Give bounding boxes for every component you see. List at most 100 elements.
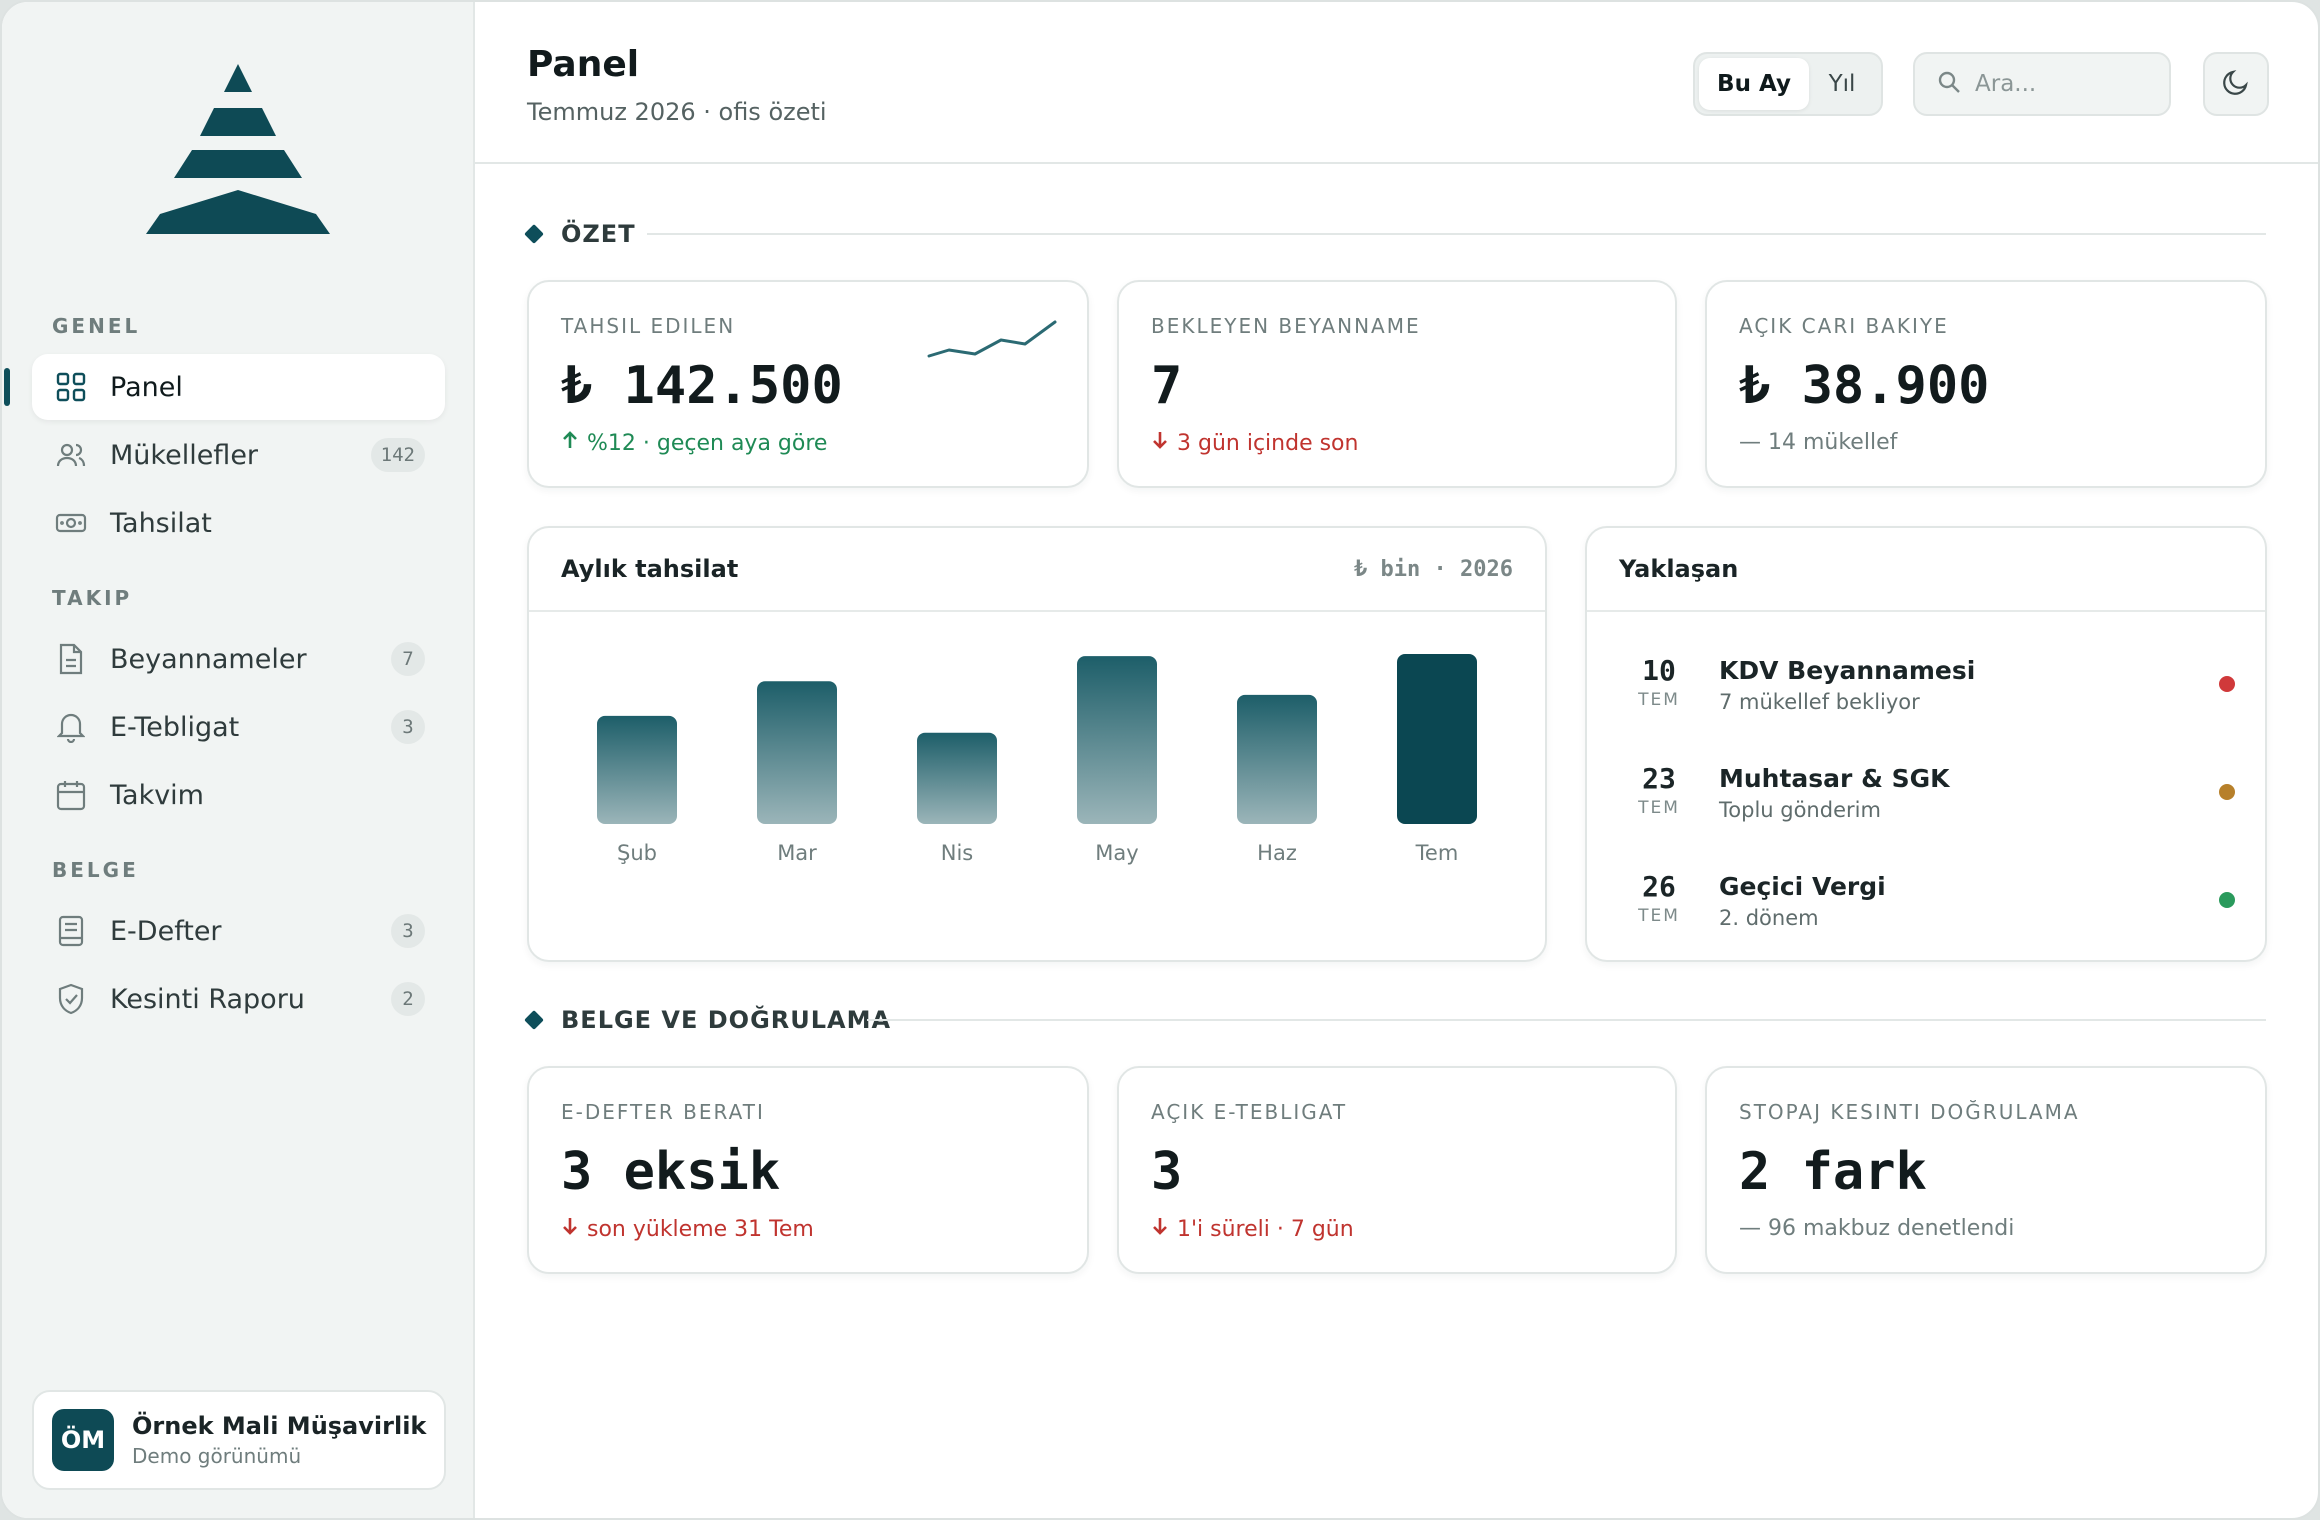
count-badge: 2	[391, 982, 425, 1016]
stat-delta-text: — 14 mükellef	[1739, 430, 1898, 455]
chart-meta: ₺ bin · 2026	[1354, 556, 1513, 582]
count-badge: 3	[391, 710, 425, 744]
section-header-summary: ÖZET	[524, 220, 636, 248]
sidebar-item-e-tebligat[interactable]: E-Tebligat 3	[32, 694, 445, 760]
stat-delta: — 14 mükellef	[1739, 430, 1897, 455]
section-divider	[867, 1019, 2266, 1021]
sparkline	[927, 320, 1057, 358]
section-label: ÖZET	[561, 220, 636, 248]
org-subtitle: Demo görünümü	[132, 1444, 302, 1468]
stat-label: BEKLEYEN BEYANNAME	[1151, 314, 1421, 338]
sidebar-item-label: Mükellefler	[110, 439, 259, 471]
doc-card-e-defter: E-DEFTER BERATI 3 eksik son yükleme 31 T…	[527, 1066, 1089, 1274]
sidebar-item-tahsilat[interactable]: Tahsilat	[32, 490, 445, 556]
sidebar-item-label: Tahsilat	[110, 507, 212, 539]
sidebar-item-e-defter[interactable]: E-Defter 3	[32, 898, 445, 964]
sidebar-item-beyannameler[interactable]: Beyannameler 7	[32, 626, 445, 692]
stat-label: E-DEFTER BERATI	[561, 1100, 765, 1124]
due-day: 23	[1642, 762, 1676, 795]
topbar: Panel Temmuz 2026 · ofis özeti Bu Ay Yıl	[475, 2, 2318, 164]
sidebar-item-panel[interactable]: Panel	[4, 354, 445, 420]
sidebar: GENEL Panel Mükellefler 142	[2, 2, 475, 1518]
count-badge: 3	[391, 914, 425, 948]
period-toggle: Bu Ay Yıl	[1693, 52, 1883, 116]
count-badge: 7	[391, 642, 425, 676]
document-icon	[54, 642, 88, 676]
sidebar-item-mukellefler[interactable]: Mükellefler 142	[32, 422, 445, 488]
search-input[interactable]	[1975, 71, 2155, 97]
section-divider	[647, 233, 2266, 235]
chart-bar[interactable]	[1237, 694, 1317, 824]
sidebar-item-takvim[interactable]: Takvim	[32, 762, 445, 828]
nav-section-belge: BELGE	[52, 858, 139, 882]
stat-delta: 1'i süreli · 7 gün	[1151, 1216, 1354, 1242]
avatar: ÖM	[52, 1409, 114, 1471]
stat-label: STOPAJ KESINTI DOĞRULAMA	[1739, 1100, 2080, 1124]
period-month-button[interactable]: Bu Ay	[1699, 58, 1809, 110]
status-dot	[2219, 892, 2235, 908]
due-month: TEM	[1638, 798, 1680, 818]
sidebar-item-label: Panel	[110, 371, 183, 403]
stat-label: AÇIK E-TEBLIGAT	[1151, 1100, 1348, 1124]
page-subtitle: Temmuz 2026 · ofis özeti	[527, 98, 827, 126]
chart-bar[interactable]	[917, 732, 997, 824]
ledger-icon	[54, 914, 88, 948]
arrow-down-icon	[1151, 430, 1169, 456]
doc-card-stopaj: STOPAJ KESINTI DOĞRULAMA 2 fark — 96 mak…	[1705, 1066, 2267, 1274]
money-icon	[54, 506, 88, 540]
stat-value: ₺ 38.900	[1739, 356, 1990, 416]
search-box[interactable]	[1913, 52, 2171, 116]
stat-value: 7	[1151, 356, 1183, 416]
due-day: 10	[1642, 654, 1676, 687]
due-title: Muhtasar & SGK	[1719, 764, 1950, 793]
org-name: Örnek Mali Müşavirlik	[132, 1412, 427, 1440]
sidebar-item-label: Kesinti Raporu	[110, 983, 305, 1015]
search-icon	[1937, 70, 1961, 98]
moon-icon	[2221, 67, 2251, 101]
stat-label: AÇIK CARI BAKIYE	[1739, 314, 1949, 338]
stat-card-beyanname: BEKLEYEN BEYANNAME 7 3 gün içinde son	[1117, 280, 1677, 488]
stat-delta-text: 1'i süreli · 7 gün	[1177, 1216, 1354, 1242]
upcoming-header: Yaklaşan	[1587, 528, 2265, 612]
nav-section-takip: TAKIP	[52, 586, 133, 610]
bell-icon	[54, 710, 88, 744]
chart-title: Aylık tahsilat	[561, 555, 739, 583]
chart-bar[interactable]	[757, 681, 837, 824]
section-label: BELGE VE DOĞRULAMA	[561, 1006, 892, 1034]
theme-toggle-button[interactable]	[2203, 52, 2269, 116]
period-year-button[interactable]: Yıl	[1828, 71, 1856, 97]
count-badge: 142	[370, 438, 425, 472]
stat-delta-text: — 96 makbuz denetlendi	[1739, 1216, 2015, 1241]
sidebar-item-label: Takvim	[110, 779, 204, 811]
chart-panel-header: Aylık tahsilat ₺ bin · 2026	[529, 528, 1545, 612]
logo	[146, 64, 330, 234]
stat-card-tahsil: TAHSIL EDILEN ₺ 142.500 %12 · geçen aya …	[527, 280, 1089, 488]
upcoming-panel: Yaklaşan 10 TEM KDV Beyannamesi 7 mükell…	[1585, 526, 2267, 962]
diamond-icon	[524, 1010, 544, 1030]
sidebar-item-label: E-Tebligat	[110, 711, 240, 743]
due-subtitle: 2. dönem	[1719, 906, 1819, 930]
stat-delta: — 96 makbuz denetlendi	[1739, 1216, 2014, 1241]
arrow-down-icon	[561, 1216, 579, 1242]
upcoming-item[interactable]: 23 TEM Muhtasar & SGK Toplu gönderim	[1587, 754, 2265, 854]
org-card[interactable]: ÖM Örnek Mali Müşavirlik Demo görünümü	[32, 1390, 446, 1490]
calendar-icon	[54, 778, 88, 812]
due-subtitle: Toplu gönderim	[1719, 798, 1881, 822]
due-title: KDV Beyannamesi	[1719, 656, 1976, 685]
chart-bar[interactable]	[597, 715, 677, 824]
due-day: 26	[1642, 870, 1676, 903]
chart-bar[interactable]	[1077, 656, 1157, 824]
chart-tick-label: Tem	[1415, 841, 1459, 865]
due-month: TEM	[1638, 906, 1680, 926]
upcoming-item[interactable]: 26 TEM Geçici Vergi 2. dönem	[1587, 862, 2265, 962]
bar-chart: Şub Mar Nis May Haz Tem	[597, 654, 1477, 865]
diamond-icon	[524, 224, 544, 244]
status-dot	[2219, 676, 2235, 692]
upcoming-item[interactable]: 10 TEM KDV Beyannamesi 7 mükellef bekliy…	[1587, 646, 2265, 746]
upcoming-title: Yaklaşan	[1619, 555, 1739, 583]
chart-bar[interactable]	[1397, 654, 1477, 824]
sidebar-item-kesinti-raporu[interactable]: Kesinti Raporu 2	[32, 966, 445, 1032]
chart-tick-label: May	[1095, 841, 1138, 865]
stat-delta: %12 · geçen aya göre	[561, 430, 827, 456]
